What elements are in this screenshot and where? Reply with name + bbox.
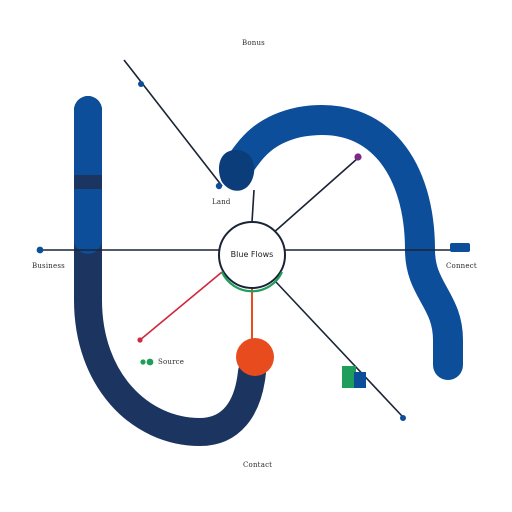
label-top: Bonus xyxy=(242,39,265,47)
connector-lower-right xyxy=(275,281,403,417)
hub-label: Blue Flows xyxy=(230,250,274,259)
node-right-connector xyxy=(450,243,470,252)
label-lower-left: Source xyxy=(158,358,185,366)
node-dot-upper-center xyxy=(215,182,223,190)
node-dot-purple xyxy=(354,153,362,161)
connector-red xyxy=(139,271,223,341)
node-dot-top-left xyxy=(138,81,144,87)
left-flow-band xyxy=(74,96,266,447)
right-flow-band xyxy=(221,105,463,380)
orange-node xyxy=(236,338,274,376)
node-dot-red-end xyxy=(137,337,143,343)
connector-to-blob xyxy=(251,189,255,223)
node-dot-left xyxy=(36,246,44,254)
label-upper-center: Land xyxy=(212,198,231,206)
hub-circle xyxy=(218,221,286,289)
label-right: Connect xyxy=(446,262,477,270)
node-dot-lower-right xyxy=(400,415,406,421)
connector-top-left xyxy=(123,59,223,187)
left-band-marker xyxy=(74,175,102,189)
green-box-icon xyxy=(342,366,356,388)
connector-upper-right xyxy=(271,157,359,235)
label-left: Business xyxy=(32,262,65,270)
upper-center-blob xyxy=(218,150,255,191)
node-dot-green xyxy=(146,358,154,366)
hub-green-arc xyxy=(221,271,283,293)
blue-box-icon xyxy=(354,372,366,388)
label-bottom: Contact xyxy=(243,461,273,469)
node-dot-green-2 xyxy=(140,359,146,365)
